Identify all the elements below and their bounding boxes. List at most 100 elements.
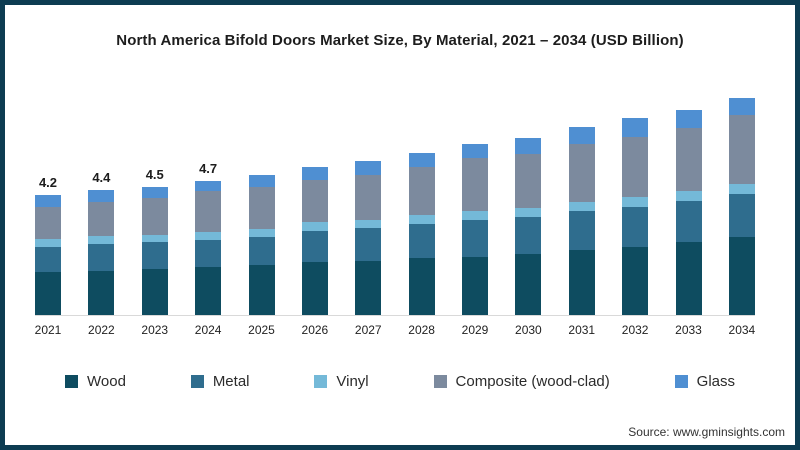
bar-segment-glass bbox=[88, 189, 115, 202]
bar-segment-wood bbox=[88, 270, 115, 315]
bar-segment-composite-wood-clad bbox=[195, 191, 222, 232]
bar-segment-wood bbox=[462, 256, 488, 315]
x-axis-label-text: 2022 bbox=[88, 323, 115, 337]
bar-column-2028 bbox=[408, 152, 435, 315]
x-axis-label-2028: 2028 bbox=[408, 323, 435, 337]
bar-segment-vinyl bbox=[141, 234, 168, 243]
bar-column-2021: 4.2 bbox=[35, 175, 61, 315]
bar-segment-wood bbox=[195, 266, 222, 315]
bar-segment-metal bbox=[195, 239, 222, 267]
bar-segment-wood bbox=[568, 249, 595, 315]
x-axis-label-text: 2029 bbox=[461, 323, 489, 337]
x-axis-label-text: 2024 bbox=[194, 323, 222, 337]
bar-segment-vinyl bbox=[675, 191, 702, 202]
bar-segment-glass bbox=[728, 98, 755, 116]
bar-segment-wood bbox=[248, 265, 275, 315]
bar-segment-metal bbox=[675, 201, 702, 243]
bar-segment-composite-wood-clad bbox=[515, 153, 542, 208]
bar-segment-metal bbox=[408, 223, 435, 258]
bar-segment-composite-wood-clad bbox=[462, 158, 488, 212]
plot-wrap: 4.2 4.4 4.5 4.7 2021 2022 2023 2024 2025 2026 202… bbox=[35, 84, 755, 337]
bar-segment-wood bbox=[355, 260, 382, 315]
bar-segment-wood bbox=[675, 242, 702, 315]
x-axis-label-text: 2021 bbox=[34, 323, 62, 337]
bar-column-2029 bbox=[462, 144, 488, 315]
bar-segment-composite-wood-clad bbox=[728, 115, 755, 184]
bar-segment-metal bbox=[141, 242, 168, 270]
legend-swatch-composite-wood-clad bbox=[433, 375, 447, 388]
x-axis-label-2021: 2021 bbox=[34, 323, 62, 337]
x-axis-label-text: 2028 bbox=[408, 323, 435, 337]
bar-segment-wood bbox=[515, 253, 542, 315]
x-axis-label-2027: 2027 bbox=[355, 323, 382, 337]
legend-item-metal: Metal bbox=[190, 373, 250, 390]
bar-segment-glass bbox=[622, 118, 649, 137]
bar-segment-glass bbox=[675, 109, 702, 129]
legend-swatch-metal bbox=[190, 375, 204, 388]
bar-segment-metal bbox=[622, 206, 649, 247]
bar-column-2024: 4.7 bbox=[195, 161, 222, 315]
bar-total-label: 4.2 bbox=[38, 175, 58, 191]
bar-segment-vinyl bbox=[35, 239, 61, 247]
bar-segment-vinyl bbox=[355, 219, 382, 229]
bar-segment-glass bbox=[141, 186, 168, 199]
bar-column-2033 bbox=[675, 109, 702, 315]
legend-item-wood: Wood bbox=[65, 373, 126, 390]
x-axis-label-text: 2033 bbox=[675, 323, 702, 337]
bar-segment-metal bbox=[515, 216, 542, 254]
x-axis-label-text: 2031 bbox=[568, 323, 596, 337]
bar-segment-metal bbox=[462, 219, 488, 257]
bar-segment-composite-wood-clad bbox=[35, 206, 61, 240]
bar-column-2032 bbox=[622, 118, 649, 315]
bar-segment-vinyl bbox=[408, 215, 435, 224]
x-axis-label-text: 2026 bbox=[301, 323, 329, 337]
x-axis-label-2033: 2033 bbox=[675, 323, 702, 337]
bar-segment-glass bbox=[35, 195, 61, 207]
bar-segment-composite-wood-clad bbox=[141, 198, 168, 235]
bar-segment-vinyl bbox=[568, 201, 595, 211]
bar-segment-metal bbox=[568, 211, 595, 250]
x-axis: 2021 2022 2023 2024 2025 2026 2027 2028 2029 2030… bbox=[34, 316, 756, 337]
bar-segment-composite-wood-clad bbox=[355, 175, 382, 220]
x-axis-label-2022: 2022 bbox=[88, 323, 115, 337]
bar-segment-vinyl bbox=[195, 231, 222, 240]
x-axis-label-2032: 2032 bbox=[621, 323, 649, 337]
x-axis-label-2029: 2029 bbox=[461, 323, 489, 337]
bar-segment-composite-wood-clad bbox=[88, 201, 115, 237]
bar-column-2034 bbox=[728, 98, 755, 315]
bar-total-label: 4.7 bbox=[199, 161, 218, 177]
x-axis-label-2023: 2023 bbox=[141, 323, 168, 337]
x-axis-label-text: 2032 bbox=[621, 323, 649, 337]
legend-label: Metal bbox=[212, 373, 250, 390]
bar-column-2027 bbox=[355, 161, 382, 315]
bar-segment-glass bbox=[355, 161, 382, 176]
bar-segment-metal bbox=[355, 228, 382, 261]
bar-segment-vinyl bbox=[301, 222, 328, 231]
bar-segment-vinyl bbox=[462, 211, 488, 220]
x-axis-label-2024: 2024 bbox=[194, 323, 222, 337]
bar-segment-composite-wood-clad bbox=[301, 179, 328, 223]
legend: Wood Metal Vinyl Composite (wood-clad) Glass bbox=[65, 373, 735, 390]
legend-label: Glass bbox=[696, 373, 735, 390]
bar-segment-vinyl bbox=[515, 207, 542, 217]
bar-segment-composite-wood-clad bbox=[568, 144, 595, 202]
bar-segment-vinyl bbox=[88, 236, 115, 244]
bar-column-2023: 4.5 bbox=[141, 166, 168, 315]
x-axis-label-2030: 2030 bbox=[515, 323, 542, 337]
bar-segment-metal bbox=[35, 246, 61, 273]
bar-segment-vinyl bbox=[248, 228, 275, 237]
bar-segment-metal bbox=[88, 243, 115, 271]
bar-total-label: 4.5 bbox=[145, 166, 164, 182]
x-axis-label-2026: 2026 bbox=[301, 323, 329, 337]
bar-column-2022: 4.4 bbox=[88, 170, 115, 315]
bar-segment-composite-wood-clad bbox=[622, 136, 649, 198]
bar-segment-wood bbox=[622, 246, 649, 315]
x-axis-label-2025: 2025 bbox=[248, 323, 275, 337]
bar-segment-glass bbox=[301, 166, 328, 180]
bar-segment-glass bbox=[195, 181, 222, 192]
legend-swatch-vinyl bbox=[314, 375, 328, 388]
source-credit: Source: www.gminsights.com bbox=[628, 425, 785, 439]
legend-label: Wood bbox=[87, 373, 126, 390]
bar-segment-glass bbox=[408, 152, 435, 167]
